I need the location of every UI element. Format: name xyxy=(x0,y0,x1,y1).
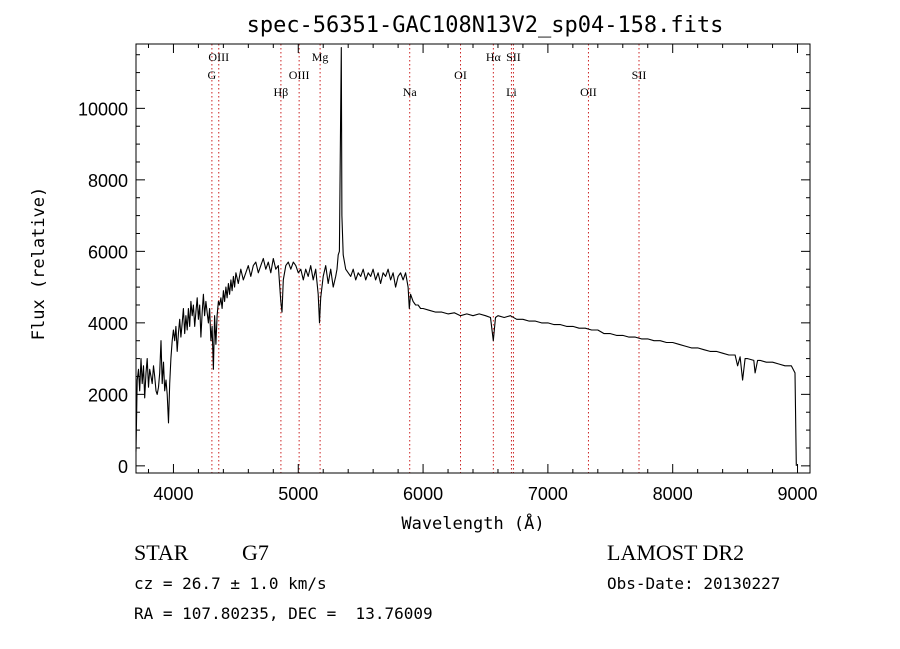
plot-area xyxy=(135,43,811,474)
spectral-line-label: G xyxy=(208,68,217,82)
spectral-line-label: Li xyxy=(506,85,517,99)
spectral-line-label: OII xyxy=(580,85,597,99)
x-tick-label: 6000 xyxy=(403,484,443,504)
chart-title: spec-56351-GAC108N13V2_sp04-158.fits xyxy=(247,13,724,38)
spectral-line-label: SII xyxy=(632,68,647,82)
x-tick-label: 8000 xyxy=(653,484,693,504)
redshift-value: cz = 26.7 ± 1.0 km/s xyxy=(134,574,327,593)
spectral-line-label: OIII xyxy=(289,68,310,82)
x-axis-label: Wavelength (Å) xyxy=(401,512,544,534)
y-tick-label: 10000 xyxy=(78,99,128,119)
y-tick-label: 4000 xyxy=(88,314,128,334)
spectral-line-label: Hβ xyxy=(274,85,289,99)
spectral-subclass: G7 xyxy=(242,540,269,565)
survey-name: LAMOST DR2 xyxy=(607,540,745,565)
x-tick-label: 7000 xyxy=(528,484,568,504)
spectral-line-label: Hα xyxy=(486,50,502,64)
x-tick-label: 4000 xyxy=(153,484,193,504)
x-tick-label: 5000 xyxy=(278,484,318,504)
spectrum-trace xyxy=(135,47,797,466)
y-tick-label: 0 xyxy=(118,457,128,477)
axis-ticks: 4000 5000 6000 7000 8000 9000 0 2000 4000 6000 800… xyxy=(78,44,818,504)
y-tick-label: 6000 xyxy=(88,242,128,262)
plot-frame xyxy=(135,43,811,474)
observation-date: Obs-Date: 20130227 xyxy=(607,574,781,593)
y-tick-label: 8000 xyxy=(88,171,128,191)
y-axis-label: Flux (relative) xyxy=(29,187,49,341)
sky-coordinates: RA = 107.80235, DEC = 13.76009 xyxy=(134,604,433,623)
spectral-line-label: OI xyxy=(454,68,467,82)
spectral-line-label: Mg xyxy=(312,50,329,64)
spectral-line-label: OIII xyxy=(208,50,229,64)
spectral-line-label: SII xyxy=(506,50,521,64)
object-class: STAR xyxy=(134,540,189,565)
spectral-line-label: Na xyxy=(403,85,418,99)
y-tick-label: 2000 xyxy=(88,385,128,405)
x-tick-label: 9000 xyxy=(777,484,817,504)
